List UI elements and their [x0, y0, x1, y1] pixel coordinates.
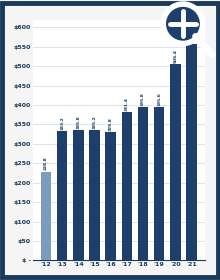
Text: 333.2: 333.2 [60, 116, 64, 130]
Bar [105, 132, 116, 260]
Text: 557.8: 557.8 [190, 29, 194, 43]
Bar [138, 107, 148, 260]
Bar [122, 112, 132, 260]
Bar [73, 130, 84, 260]
Bar [41, 172, 51, 260]
Bar [154, 107, 165, 260]
Text: 329.8: 329.8 [109, 117, 113, 131]
Text: 335.8: 335.8 [76, 115, 80, 129]
Text: 381.4: 381.4 [125, 97, 129, 111]
Text: 395.8: 395.8 [141, 92, 145, 106]
Bar [89, 130, 100, 260]
Text: 506.4: 506.4 [173, 49, 177, 62]
Bar [186, 44, 197, 260]
Text: 228.8: 228.8 [44, 157, 48, 170]
Bar [170, 64, 181, 260]
Bar [57, 131, 68, 260]
Text: 395.6: 395.6 [157, 92, 161, 106]
Circle shape [163, 4, 203, 43]
Text: 335.2: 335.2 [93, 115, 97, 129]
